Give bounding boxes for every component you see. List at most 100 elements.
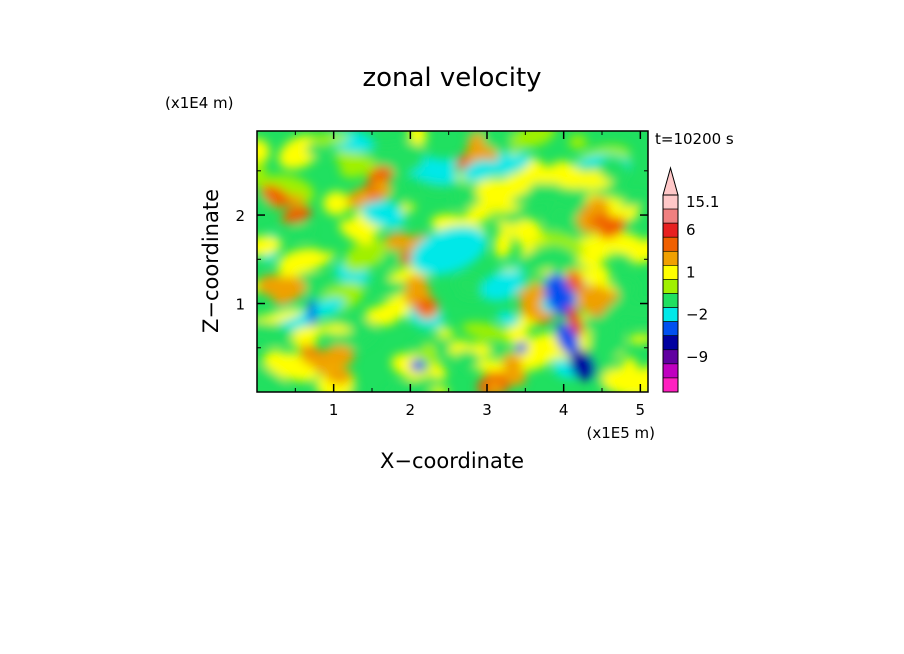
field-patch (269, 282, 283, 299)
y-tick-label: 2 (235, 207, 245, 225)
colorbar-swatch (662, 208, 679, 224)
field-patch (566, 269, 584, 294)
field-patch (379, 142, 426, 168)
field-patch (325, 367, 353, 385)
field-patch (629, 238, 648, 264)
field-patch (291, 223, 312, 239)
field-patch (576, 285, 613, 314)
field-patch (343, 238, 387, 272)
field-patch (627, 334, 648, 344)
field-patch (321, 345, 355, 368)
chart-title: zonal velocity (362, 63, 541, 93)
field-patch (503, 366, 527, 386)
field-patch (393, 300, 410, 319)
heatmap-field (257, 131, 648, 392)
colorbar-swatch (662, 363, 679, 379)
field-patch (408, 131, 427, 149)
field-patch (510, 187, 564, 205)
field-patch (308, 298, 317, 327)
field-patch (454, 274, 487, 299)
field-patch (410, 225, 488, 276)
field-patch (454, 350, 481, 368)
field-patch (544, 273, 575, 316)
field-patch (305, 143, 328, 158)
colorbar-swatch (662, 250, 679, 266)
field-patch (451, 185, 484, 207)
field-patch (504, 153, 532, 171)
field-patch (257, 321, 295, 345)
field-patch (495, 221, 546, 242)
field-patch (346, 188, 372, 208)
field-patch (262, 352, 318, 382)
field-patch (365, 306, 398, 326)
field-patch (334, 149, 378, 175)
colorbar-swatch (662, 377, 679, 393)
colorbar-extend-max (662, 166, 679, 196)
y-axis-unit: (x1E4 m) (165, 94, 234, 112)
colorbar-label: −2 (686, 306, 708, 324)
colorbar-label: 6 (686, 221, 696, 239)
field-patch (339, 219, 375, 244)
colorbar-swatch (662, 349, 679, 365)
field-patch (506, 321, 529, 348)
colorbar-swatch (662, 194, 679, 210)
field-patch (277, 248, 326, 275)
x-tick-label: 5 (636, 401, 646, 419)
field-patch (569, 350, 596, 381)
field-patch (488, 380, 502, 392)
colorbar-swatch (662, 335, 679, 351)
field-patch (568, 134, 588, 150)
field-patch (316, 324, 352, 334)
field-patch (461, 322, 513, 341)
x-axis-unit: (x1E5 m) (586, 424, 655, 442)
y-axis-ticks: 12 (235, 170, 648, 349)
field-patch (323, 191, 350, 216)
colorbar-label: −9 (686, 348, 708, 366)
colorbar-swatch (662, 321, 679, 337)
field-patch (610, 300, 648, 324)
field-patch (603, 313, 622, 343)
colorbar-frame (662, 194, 679, 393)
field-patch (589, 213, 613, 228)
field-patch (414, 299, 438, 315)
field-patch (307, 297, 345, 319)
plot-frame (256, 130, 649, 393)
field-patch (278, 135, 322, 170)
field-patch (373, 179, 390, 197)
field-patch (602, 367, 648, 392)
field-patch (257, 235, 282, 256)
field-patch (405, 275, 427, 293)
field-patch (462, 159, 497, 183)
field-patch (574, 236, 606, 268)
field-patch (545, 201, 571, 230)
field-patch (598, 156, 629, 182)
field-patch (530, 282, 546, 303)
y-axis-label: Z−coordinate (199, 189, 223, 333)
field-patch (510, 131, 556, 149)
field-patch (257, 308, 304, 327)
colorbar-swatch (662, 265, 679, 280)
colorbar-swatch (662, 236, 679, 252)
colorbar-swatch (662, 293, 679, 308)
field-patch (384, 232, 413, 251)
x-tick-label: 1 (329, 401, 339, 419)
colorbar-label: 1 (686, 263, 696, 281)
field-patch (567, 306, 584, 337)
field-patch (436, 327, 454, 339)
colorbar-swatch (662, 222, 679, 238)
field-patch (410, 359, 426, 372)
field-patch (309, 132, 350, 146)
field-patch (415, 165, 460, 184)
field-patch (497, 311, 520, 327)
field-patch (272, 277, 304, 292)
y-tick-label: 1 (235, 296, 245, 314)
colorbar-label: 15.1 (686, 193, 719, 211)
time-label: t=10200 s (655, 130, 734, 148)
field-patch (257, 364, 288, 392)
field-patch (494, 229, 513, 259)
field-patch (261, 185, 291, 207)
field-patch (515, 341, 528, 354)
x-tick-label: 3 (482, 401, 492, 419)
field-patch (360, 199, 406, 229)
